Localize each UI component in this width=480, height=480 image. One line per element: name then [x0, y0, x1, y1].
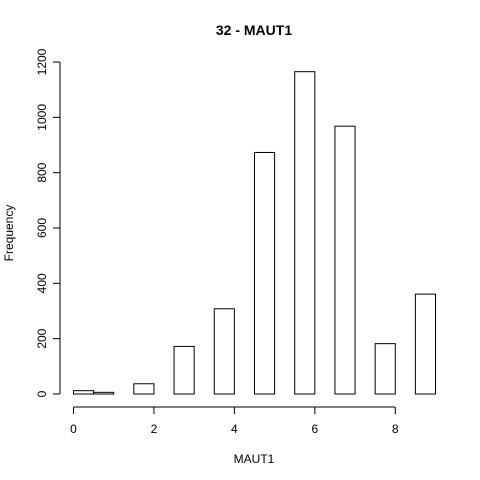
x-tick-label: 2: [151, 422, 158, 436]
y-axis: 0 200 400 600 800 1000 1200: [35, 48, 61, 397]
x-tick-label: 8: [392, 422, 399, 436]
y-tick-label: 600: [35, 218, 49, 238]
x-tick-label: 6: [311, 422, 318, 436]
y-axis-label: Frequency: [2, 205, 16, 262]
bars-group: [73, 71, 436, 395]
histogram-bar: [414, 293, 436, 395]
histogram-bar: [93, 391, 115, 395]
histogram-bar: [133, 383, 155, 395]
y-tick-label: 200: [35, 328, 49, 348]
x-tick-label: 0: [70, 422, 77, 436]
histogram-bar: [213, 308, 235, 395]
histogram-bar: [254, 151, 276, 395]
x-axis-label: MAUT1: [234, 452, 275, 466]
histogram-bar: [73, 390, 95, 395]
y-tick-label: 800: [35, 162, 49, 182]
y-tick-label: 0: [35, 390, 49, 397]
histogram-bar: [374, 343, 396, 395]
y-tick-label: 1000: [35, 104, 49, 131]
histogram-bar: [173, 345, 195, 395]
histogram-bar: [294, 71, 316, 395]
histogram-bar: [334, 125, 356, 395]
y-tick-label: 400: [35, 273, 49, 293]
x-axis: 0 2 4 6 8: [70, 406, 399, 436]
x-tick-label: 4: [231, 422, 238, 436]
y-tick-label: 1200: [35, 48, 49, 75]
chart-title: 32 - MAUT1: [216, 22, 292, 38]
